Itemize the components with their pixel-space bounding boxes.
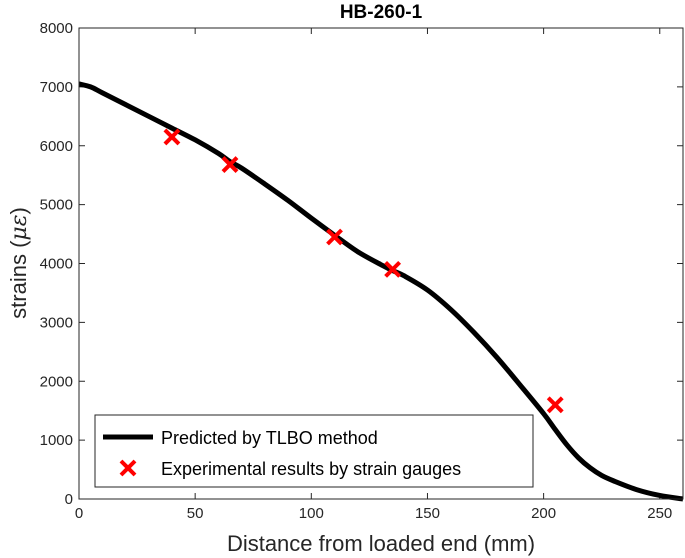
y-axis-label-suffix: ) bbox=[6, 207, 31, 214]
legend-marker-swatch bbox=[119, 459, 137, 477]
data-point-experimental bbox=[546, 396, 564, 414]
tick-layer: 0 50 100 150 200 250 0 1000 2000 3000 4000 5000 6000… bbox=[40, 20, 683, 522]
data-point-experimental bbox=[163, 128, 181, 146]
y-tick-label: 6000 bbox=[40, 138, 73, 155]
legend-box bbox=[94, 414, 534, 488]
y-axis-label: strains (με) bbox=[6, 207, 32, 319]
legend-label-experimental: Experimental results by strain gauges bbox=[161, 459, 461, 479]
x-tick-label: 100 bbox=[299, 505, 324, 522]
x-tick-label: 0 bbox=[75, 505, 83, 522]
y-axis-label-prefix: strains ( bbox=[6, 240, 31, 319]
y-tick-label: 3000 bbox=[40, 314, 73, 331]
plot-frame bbox=[78, 27, 684, 500]
x-tick-label: 200 bbox=[531, 505, 556, 522]
y-tick-label: 7000 bbox=[40, 79, 73, 96]
data-point-experimental bbox=[221, 156, 239, 174]
x-tick-label: 150 bbox=[415, 505, 440, 522]
y-tick-label: 8000 bbox=[40, 20, 73, 37]
legend: Predicted by TLBO method Experimental re… bbox=[94, 414, 534, 488]
data-point-experimental bbox=[326, 228, 343, 246]
data-layer bbox=[78, 81, 684, 502]
y-axis-label-unit: με bbox=[7, 214, 32, 240]
data-point-experimental bbox=[384, 260, 402, 278]
legend-label-predicted: Predicted by TLBO method bbox=[161, 428, 378, 448]
x-tick-label: 50 bbox=[187, 505, 204, 522]
y-tick-label: 1000 bbox=[40, 432, 73, 449]
y-tick-label: 4000 bbox=[40, 256, 73, 273]
x-tick-label: 250 bbox=[647, 505, 672, 522]
y-tick-label: 2000 bbox=[40, 373, 73, 390]
x-axis-label: Distance from loaded end (mm) bbox=[227, 531, 535, 556]
y-tick-label: 5000 bbox=[40, 197, 73, 214]
y-tick-label: 0 bbox=[65, 491, 73, 508]
chart-title: HB-260-1 bbox=[340, 2, 423, 23]
